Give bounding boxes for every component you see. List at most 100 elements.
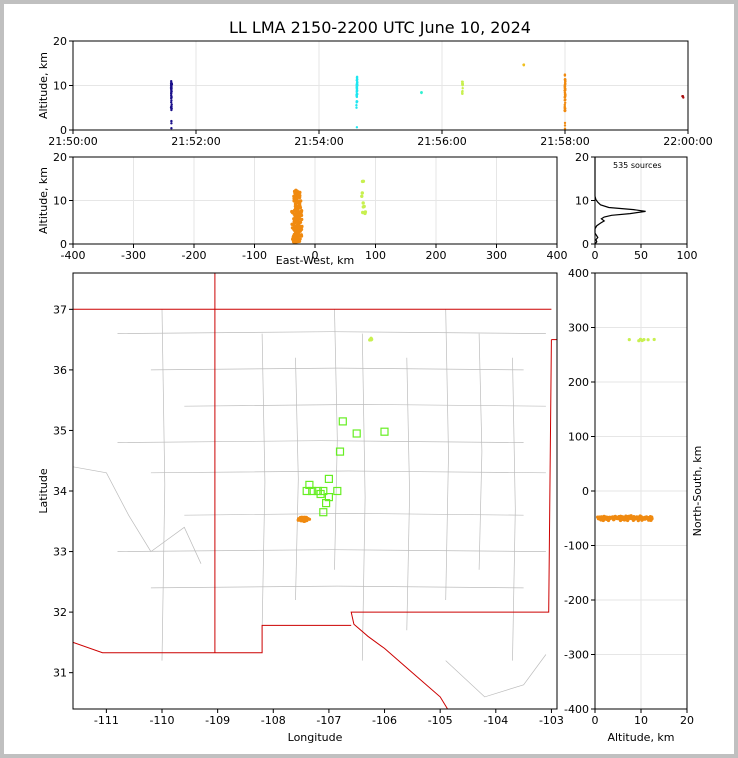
y-tick-label: 10 — [53, 80, 67, 93]
x-tick-label: -107 — [316, 714, 341, 727]
county-boundary — [478, 333, 483, 570]
x-tick-label: 100 — [365, 249, 386, 262]
source-point — [563, 74, 567, 77]
source-point — [361, 201, 365, 205]
lma-station — [324, 474, 333, 483]
lma-station — [305, 480, 314, 489]
source-point — [650, 517, 654, 521]
source-point — [290, 209, 294, 214]
source-point — [294, 226, 298, 230]
county-boundary — [406, 357, 410, 631]
source-point — [355, 94, 358, 97]
source-point — [297, 214, 302, 219]
time-altitude-panel: 21:50:00 21:52:00 21:54:00 21:56:00 21:58:00… — [37, 35, 713, 148]
source-point — [170, 101, 173, 104]
y-tick-label: 31 — [53, 667, 67, 680]
source-point — [292, 212, 296, 216]
source-point — [652, 337, 656, 342]
y-tick-label: -100 — [564, 540, 589, 553]
source-count-annotation: 535 sources — [613, 161, 662, 170]
lma-figure: LL LMA 2150-2200 UTC June 10, 2024 21:50… — [37, 18, 713, 744]
source-point — [170, 94, 173, 97]
source-point — [170, 83, 173, 86]
source-point — [563, 95, 566, 99]
lma-station — [319, 508, 328, 517]
source-point — [295, 219, 299, 223]
source-point — [298, 220, 303, 224]
figure-frame: LL LMA 2150-2200 UTC June 10, 2024 21:50… — [4, 4, 734, 754]
source-point — [369, 337, 373, 342]
x-tick-label: 50 — [634, 249, 648, 262]
y-tick-label: 35 — [53, 424, 67, 437]
y-tick-label: 400 — [568, 267, 589, 280]
source-point — [620, 515, 624, 519]
source-point — [615, 515, 619, 519]
source-point — [635, 515, 639, 519]
chart-title: LL LMA 2150-2200 UTC June 10, 2024 — [229, 18, 531, 37]
source-point — [563, 82, 567, 85]
y-tick-label: 10 — [575, 195, 589, 208]
source-point — [296, 208, 300, 213]
x-tick-label: -105 — [428, 714, 453, 727]
plan-view-panel: -111 -110 -109 -108 -107 -106 -105 -104 -103 31 32… — [37, 272, 564, 744]
source-point — [596, 515, 600, 519]
state-boundary — [350, 339, 552, 709]
source-point — [646, 338, 650, 342]
source-point — [563, 85, 566, 89]
x-tick-label: 100 — [677, 249, 698, 262]
source-point — [170, 80, 173, 83]
source-point — [626, 518, 630, 523]
source-point — [355, 89, 359, 93]
source-point — [295, 204, 299, 209]
source-point — [292, 217, 296, 221]
lma-station — [322, 499, 331, 508]
source-point — [294, 189, 298, 193]
county-boundary — [150, 367, 524, 371]
y-tick-label: 20 — [53, 35, 67, 48]
x-tick-label: 21:54:00 — [294, 135, 343, 148]
east-west-altitude-panel: -400 -300 -200 -100 0 100 200 300 400 0 10 20 East-W… — [37, 151, 568, 267]
source-point — [461, 92, 464, 95]
x-tick-label: 300 — [486, 249, 507, 262]
source-point — [564, 93, 567, 96]
x-tick-label: 21:56:00 — [417, 135, 466, 148]
x-tick-label: 22:00:00 — [663, 135, 712, 148]
y-tick-label: 0 — [60, 238, 67, 251]
state-boundary — [73, 624, 352, 654]
x-tick-label: -108 — [261, 714, 286, 727]
x-tick-label: -300 — [121, 249, 146, 262]
source-point — [563, 124, 567, 127]
source-point — [461, 82, 464, 85]
y-tick-label: -400 — [564, 703, 589, 716]
y-tick-label: 34 — [53, 485, 67, 498]
y-tick-label: 37 — [53, 303, 67, 316]
source-point — [298, 229, 302, 233]
source-point — [522, 64, 525, 67]
source-point — [681, 95, 685, 98]
x-tick-label: -106 — [372, 714, 397, 727]
source-point — [647, 518, 651, 522]
source-point — [302, 516, 306, 520]
x-tick-label: 400 — [547, 249, 568, 262]
x-tick-label: -111 — [94, 714, 119, 727]
lma-station — [324, 493, 333, 502]
county-boundary — [73, 466, 202, 564]
source-point — [420, 91, 423, 94]
y-axis-label: Altitude, km — [37, 52, 50, 119]
source-point — [355, 100, 358, 103]
source-point — [170, 105, 173, 108]
source-point — [363, 210, 368, 214]
source-point — [170, 86, 173, 90]
source-point — [627, 516, 631, 520]
source-point — [297, 223, 301, 228]
source-point — [612, 517, 616, 521]
y-axis-label: Altitude, km — [37, 167, 50, 234]
source-point — [563, 107, 567, 111]
source-point — [563, 121, 567, 125]
lma-station — [316, 489, 325, 499]
source-point — [563, 103, 566, 106]
source-point — [295, 232, 300, 236]
x-axis-label: Longitude — [288, 731, 343, 744]
source-point — [170, 127, 173, 130]
x-tick-label: 200 — [426, 249, 447, 262]
